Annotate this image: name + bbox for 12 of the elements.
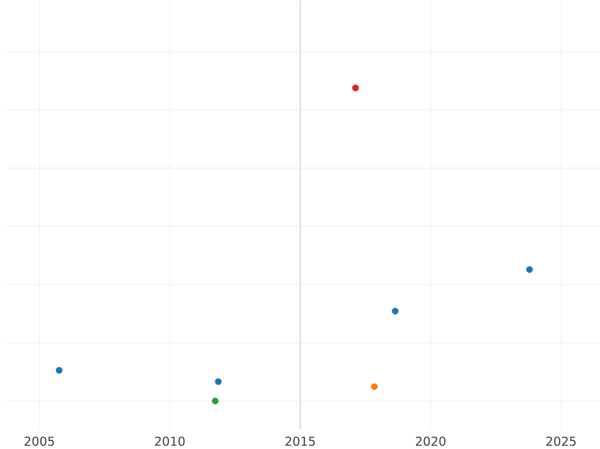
point	[214, 378, 222, 385]
x-tick-label: 2020	[416, 436, 446, 446]
point	[56, 366, 63, 374]
x-tick-label: 2025	[546, 436, 576, 446]
point	[392, 308, 399, 314]
x-tick-label: 2015	[285, 436, 315, 446]
x-tick-label: 2005	[24, 436, 54, 446]
point	[212, 398, 219, 404]
point	[370, 383, 378, 390]
x-tick-label: 2010	[155, 436, 185, 446]
point	[352, 84, 359, 92]
point	[526, 266, 533, 273]
